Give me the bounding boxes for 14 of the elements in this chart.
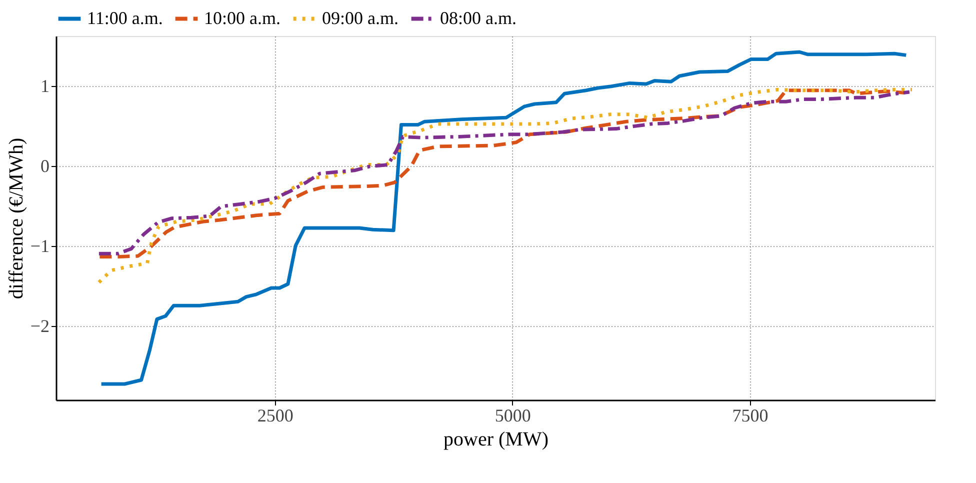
x-axis-title: power (MW) <box>444 428 548 450</box>
legend-label: 09:00 a.m. <box>322 8 398 28</box>
line-series <box>100 50 908 386</box>
legend-label: 10:00 a.m. <box>204 8 280 28</box>
x-tick-label: 5000 <box>494 406 531 426</box>
y-tick-label: 1 <box>40 76 50 96</box>
x-tick-label: 7500 <box>732 406 768 426</box>
y-tick-label: −1 <box>30 236 50 256</box>
x-tick-label: 2500 <box>257 406 294 426</box>
legend-label: 08:00 a.m. <box>440 8 516 28</box>
y-tick-label: 0 <box>40 156 50 176</box>
y-axis-title: difference (€/MWh) <box>5 138 28 300</box>
legend-label: 11:00 a.m. <box>87 8 163 28</box>
y-tick-label: −2 <box>30 316 50 336</box>
